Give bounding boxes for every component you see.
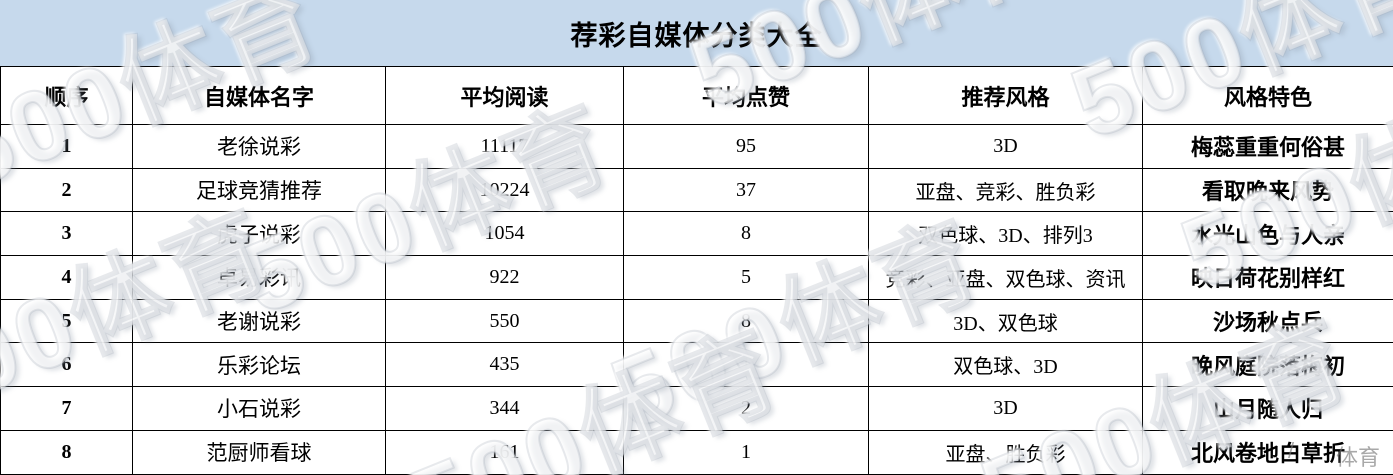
table-cell: 1054 bbox=[385, 211, 624, 257]
table-cell: 北风卷地白草折 bbox=[1142, 429, 1393, 475]
table-cell: 11117 bbox=[385, 124, 624, 169]
table-cell: 山月随人归 bbox=[1142, 386, 1393, 431]
table-cell: 95 bbox=[623, 124, 869, 169]
table-cell: 3D bbox=[868, 386, 1143, 431]
column-header-order: 顺序 bbox=[0, 66, 133, 125]
column-header-reads: 平均阅读 bbox=[385, 66, 624, 125]
table-cell: 亚盘、竞彩、胜负彩 bbox=[868, 167, 1143, 213]
table-cell: 足球竞猜推荐 bbox=[132, 167, 386, 213]
table-cell: 2 bbox=[0, 167, 133, 213]
column-header-style: 推荐风格 bbox=[868, 66, 1143, 125]
table-cell: 8 bbox=[623, 211, 869, 257]
page-title: 荐彩自媒体分类大全 bbox=[570, 20, 823, 51]
table-cell: 550 bbox=[385, 298, 624, 344]
table-row: 7 小石说彩 344 2 3D 山月随人归 bbox=[0, 386, 1393, 431]
table-cell: 竞彩、亚盘、双色球、资讯 bbox=[868, 255, 1143, 300]
table-cell: 7 bbox=[0, 386, 133, 431]
table-row: 5 老谢说彩 550 8 3D、双色球 沙场秋点兵 bbox=[0, 298, 1393, 344]
table-cell: 344 bbox=[385, 386, 624, 431]
table-cell: 4 bbox=[0, 255, 133, 300]
table-cell: 小石说彩 bbox=[132, 386, 386, 431]
table-container: 顺序 自媒体名字 平均阅读 平均点赞 推荐风格 风格特色 1 老徐说彩 11117 9… bbox=[0, 66, 1393, 475]
table-row: 1 老徐说彩 11117 95 3D 梅蕊重重何俗甚 bbox=[0, 124, 1393, 169]
table-cell: 5 bbox=[0, 298, 133, 344]
table-header-row: 顺序 自媒体名字 平均阅读 平均点赞 推荐风格 风格特色 bbox=[0, 66, 1393, 125]
table-cell: 8 bbox=[0, 429, 133, 475]
table-cell: 5 bbox=[623, 255, 869, 300]
table-cell: 3 bbox=[0, 211, 133, 257]
table-cell: 亚盘、胜负彩 bbox=[868, 429, 1143, 475]
table-cell: 435 bbox=[385, 342, 624, 388]
table-cell: 映日荷花别样红 bbox=[1142, 255, 1393, 300]
table-cell: 范厨师看球 bbox=[132, 429, 386, 475]
title-bar: 荐彩自媒体分类大全 bbox=[0, 0, 1393, 66]
table-cell: 3D bbox=[868, 124, 1143, 169]
table-cell: 老徐说彩 bbox=[132, 124, 386, 169]
table-cell: 卓易彩讯 bbox=[132, 255, 386, 300]
table-cell: 37 bbox=[623, 167, 869, 213]
column-header-name: 自媒体名字 bbox=[132, 66, 386, 125]
table-cell: 8 bbox=[623, 298, 869, 344]
table-cell: 晚风庭院落梅初 bbox=[1142, 342, 1393, 388]
media-table: 顺序 自媒体名字 平均阅读 平均点赞 推荐风格 风格特色 1 老徐说彩 11117 9… bbox=[0, 66, 1393, 475]
table-cell: 2 bbox=[623, 386, 869, 431]
table-cell: 1 bbox=[623, 429, 869, 475]
table-cell: 乐彩论坛 bbox=[132, 342, 386, 388]
table-body: 1 老徐说彩 11117 95 3D 梅蕊重重何俗甚 2 足球竞猜推荐 10224 37 亚盘、竞彩… bbox=[0, 124, 1393, 475]
table-cell: 看取晚来风势 bbox=[1142, 167, 1393, 213]
table-row: 6 乐彩论坛 435 1 双色球、3D 晚风庭院落梅初 bbox=[0, 342, 1393, 388]
table-cell: 老谢说彩 bbox=[132, 298, 386, 344]
table-cell: 沙场秋点兵 bbox=[1142, 298, 1393, 344]
table-cell: 1 bbox=[0, 124, 133, 169]
table-cell: 161 bbox=[385, 429, 624, 475]
table-row: 8 范厨师看球 161 1 亚盘、胜负彩 北风卷地白草折 bbox=[0, 429, 1393, 475]
column-header-likes: 平均点赞 bbox=[623, 66, 869, 125]
table-cell: 6 bbox=[0, 342, 133, 388]
table-row: 4 卓易彩讯 922 5 竞彩、亚盘、双色球、资讯 映日荷花别样红 bbox=[0, 255, 1393, 300]
table-cell: 双色球、3D、排列3 bbox=[868, 211, 1143, 257]
table-cell: 10224 bbox=[385, 167, 624, 213]
table-cell: 水光山色与人亲 bbox=[1142, 211, 1393, 257]
table-row: 3 虎子说彩 1054 8 双色球、3D、排列3 水光山色与人亲 bbox=[0, 211, 1393, 257]
table-cell: 1 bbox=[623, 342, 869, 388]
column-header-feature: 风格特色 bbox=[1142, 66, 1393, 125]
table-cell: 922 bbox=[385, 255, 624, 300]
table-row: 2 足球竞猜推荐 10224 37 亚盘、竞彩、胜负彩 看取晚来风势 bbox=[0, 167, 1393, 213]
table-cell: 双色球、3D bbox=[868, 342, 1143, 388]
table-cell: 3D、双色球 bbox=[868, 298, 1143, 344]
table-cell: 虎子说彩 bbox=[132, 211, 386, 257]
table-cell: 梅蕊重重何俗甚 bbox=[1142, 124, 1393, 169]
